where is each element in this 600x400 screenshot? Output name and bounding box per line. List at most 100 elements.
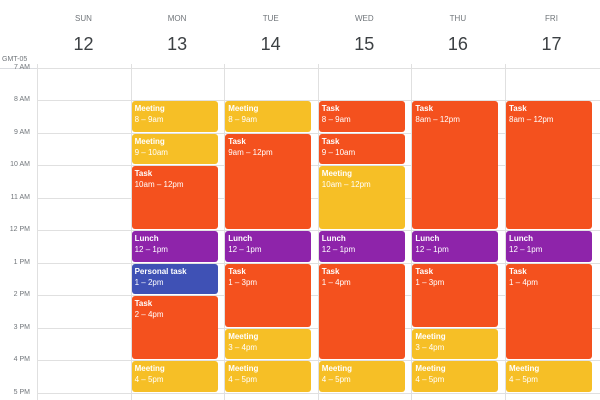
event[interactable]: Personal task 1 – 2pm [131, 263, 218, 294]
event-time: 4 – 5pm [228, 375, 258, 384]
event[interactable]: Task 8 – 9am [318, 101, 405, 132]
hour-label: 2 PM [13, 291, 30, 298]
event-title: Lunch [415, 234, 440, 243]
day-date: 13 [167, 34, 188, 54]
column-line [130, 64, 132, 400]
event-time: 1 – 3pm [415, 277, 445, 287]
event-time: 2 – 4pm [134, 310, 164, 319]
column-line [37, 64, 38, 400]
event-time: 8am – 12pm [415, 115, 460, 124]
hour-label: 7 AM [14, 63, 30, 71]
column-line [317, 64, 319, 400]
event-title: Lunch [228, 234, 253, 243]
event[interactable]: Meeting 10am – 12pm [318, 166, 405, 229]
event[interactable]: Meeting 3 – 4pm [225, 328, 312, 359]
event-title: Task [321, 136, 340, 146]
event-time: 12 – 1pm [134, 245, 168, 254]
event-time: 9 – 10am [321, 147, 356, 157]
event-title: Meeting [415, 364, 446, 373]
event-title: Meeting [321, 364, 353, 373]
event-title: Meeting [228, 331, 259, 341]
event[interactable]: Lunch 12 – 1pm [131, 231, 218, 262]
event[interactable]: Meeting 4 – 5pm [412, 361, 499, 392]
day-date: 12 [73, 34, 94, 54]
day-date: 17 [541, 34, 562, 54]
day-name: SUN [75, 14, 92, 23]
event-title: Task [228, 136, 246, 146]
event-title: Task [509, 266, 527, 276]
event-time: 8 – 9am [134, 115, 164, 124]
hour-label: 8 AM [14, 96, 30, 103]
column-line [411, 64, 413, 400]
event-time: 1 – 2pm [134, 277, 164, 287]
column-line [224, 64, 226, 400]
event-title: Meeting [228, 364, 259, 373]
event-time: 12 – 1pm [509, 245, 543, 254]
day-date: 14 [260, 34, 281, 54]
hour-label: 1 PM [13, 258, 30, 266]
event-time: 4 – 5pm [134, 375, 164, 384]
event[interactable]: Lunch 12 – 1pm [318, 231, 405, 262]
event[interactable]: Lunch 12 – 1pm [225, 231, 312, 262]
event[interactable]: Meeting 4 – 5pm [318, 361, 405, 392]
event-time: 3 – 4pm [415, 342, 445, 352]
event-title: Meeting [321, 169, 353, 178]
event[interactable]: Lunch 12 – 1pm [506, 231, 592, 262]
event-time: 10am – 12pm [134, 180, 184, 189]
event[interactable]: Task 1 – 3pm [225, 263, 312, 327]
event[interactable]: Meeting 4 – 5pm [225, 361, 312, 392]
event-title: Task [134, 169, 153, 178]
timezone: GMT-05 [2, 56, 28, 63]
hour-label: 4 PM [13, 356, 30, 363]
event-time: 8 – 9am [321, 115, 351, 124]
event-time: 8 – 9am [228, 115, 258, 124]
event[interactable]: Meeting 8 – 9am [225, 101, 312, 132]
event[interactable]: Task 8am – 12pm [506, 101, 592, 229]
event[interactable]: Meeting 3 – 4pm [412, 328, 499, 359]
day-date: 15 [354, 34, 375, 54]
event[interactable]: Meeting 4 – 5pm [131, 361, 218, 392]
event-title: Task [321, 266, 340, 276]
hour-label: 10 AM [10, 161, 30, 168]
day-name: MON [167, 14, 187, 23]
day-name: THU [449, 14, 467, 23]
hour-label: 5 PM [13, 388, 30, 396]
event[interactable]: Task 1 – 3pm [412, 263, 499, 327]
event[interactable]: Task 9 – 10am [318, 133, 405, 164]
event[interactable]: Lunch 12 – 1pm [412, 231, 499, 262]
event-time: 12 – 1pm [321, 245, 356, 254]
event[interactable]: Meeting 9 – 10am [131, 133, 218, 164]
event-title: Lunch [321, 234, 346, 243]
event-title: Personal task [134, 266, 187, 276]
event-time: 12 – 1pm [415, 245, 449, 254]
event-time: 4 – 5pm [321, 375, 351, 384]
event[interactable]: Meeting 8 – 9am [131, 101, 218, 132]
column-line [505, 64, 506, 400]
event-title: Meeting [134, 104, 165, 113]
event-title: Lunch [134, 234, 159, 243]
event-title: Task [415, 104, 434, 113]
event[interactable]: Task 1 – 4pm [506, 263, 592, 359]
event-title: Task [415, 266, 434, 276]
event-title: Meeting [509, 364, 540, 373]
event[interactable]: Task 8am – 12pm [412, 101, 499, 229]
event[interactable]: Task 1 – 4pm [318, 263, 405, 359]
hour-label: 12 PM [9, 226, 30, 233]
event[interactable]: Task 10am – 12pm [131, 166, 218, 229]
event-title: Task [321, 104, 340, 113]
event[interactable]: Task 2 – 4pm [131, 296, 218, 359]
event-time: 9 – 10am [134, 147, 168, 157]
day-name: WED [354, 14, 374, 23]
event-time: 8am – 12pm [509, 115, 554, 124]
event-time: 12 – 1pm [228, 245, 262, 254]
day-date: 16 [447, 34, 468, 54]
day-name: FRI [545, 14, 558, 23]
event-title: Meeting [228, 104, 259, 113]
event-title: Task [228, 266, 246, 276]
event-time: 4 – 5pm [415, 375, 445, 384]
event-title: Meeting [415, 331, 446, 341]
event-title: Task [134, 299, 153, 308]
event[interactable]: Meeting 4 – 5pm [506, 361, 592, 392]
event[interactable]: Task 9am – 12pm [225, 133, 312, 229]
